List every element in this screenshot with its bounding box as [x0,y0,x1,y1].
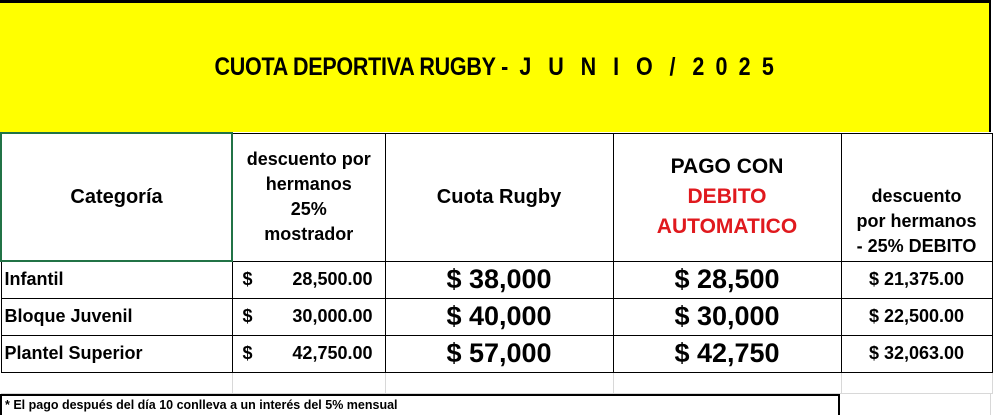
cell-cuota[interactable]: $ 38,000 [384,260,614,299]
cell-cuota[interactable]: $ 40,000 [384,297,614,336]
page-title: CUOTA DEPORTIVA RUGBY - J U N I O / 2 0 … [214,53,774,81]
empty-cell[interactable] [1,371,233,394]
cell-descuento-debito[interactable]: $ 22,500.00 [840,297,993,336]
cell-descuento-debito[interactable]: $ 21,375.00 [840,260,993,299]
table-row: Bloque Juvenil $30,000.00 $ 40,000 $ 30,… [0,297,993,336]
cell-cuota[interactable]: $ 57,000 [384,334,614,373]
title-banner: CUOTA DEPORTIVA RUGBY - J U N I O / 2 0 … [0,0,991,132]
empty-cell[interactable] [840,393,991,415]
footnote[interactable]: * El pago después del día 10 conlleva a … [0,393,840,415]
table-row: Plantel Superior $42,750.00 $ 57,000 $ 4… [0,334,993,373]
header-descuento-mostrador[interactable]: descuento por hermanos 25% mostrador [231,132,386,262]
cell-descuento-mostrador[interactable]: $30,000.00 [231,297,386,336]
cell-categoria[interactable]: Infantil [0,260,233,299]
cell-descuento-mostrador[interactable]: $42,750.00 [231,334,386,373]
header-row: Categoría descuento por hermanos 25% mos… [0,132,993,262]
empty-cell[interactable] [612,371,842,394]
footnote-row: * El pago después del día 10 conlleva a … [0,393,991,415]
cell-debito[interactable]: $ 42,750 [612,334,842,373]
header-categoria[interactable]: Categoría [0,132,233,262]
cell-debito[interactable]: $ 30,000 [612,297,842,336]
empty-cell[interactable] [231,371,386,394]
cell-debito[interactable]: $ 28,500 [612,260,842,299]
header-cuota-rugby[interactable]: Cuota Rugby [384,132,614,262]
empty-cell[interactable] [384,371,614,394]
table-row: Infantil $28,500.00 $ 38,000 $ 28,500 $ … [0,260,993,299]
cell-categoria[interactable]: Bloque Juvenil [0,297,233,336]
cell-descuento-mostrador[interactable]: $28,500.00 [231,260,386,299]
cell-categoria[interactable]: Plantel Superior [0,334,233,373]
fee-table: Categoría descuento por hermanos 25% mos… [0,132,993,394]
empty-row [1,371,993,394]
empty-cell[interactable] [840,371,993,394]
header-descuento-debito[interactable]: descuento por hermanos - 25% DEBITO [840,132,993,262]
cell-descuento-debito[interactable]: $ 32,063.00 [840,334,993,373]
header-pago-debito[interactable]: PAGO CON DEBITO AUTOMATICO [612,132,842,262]
